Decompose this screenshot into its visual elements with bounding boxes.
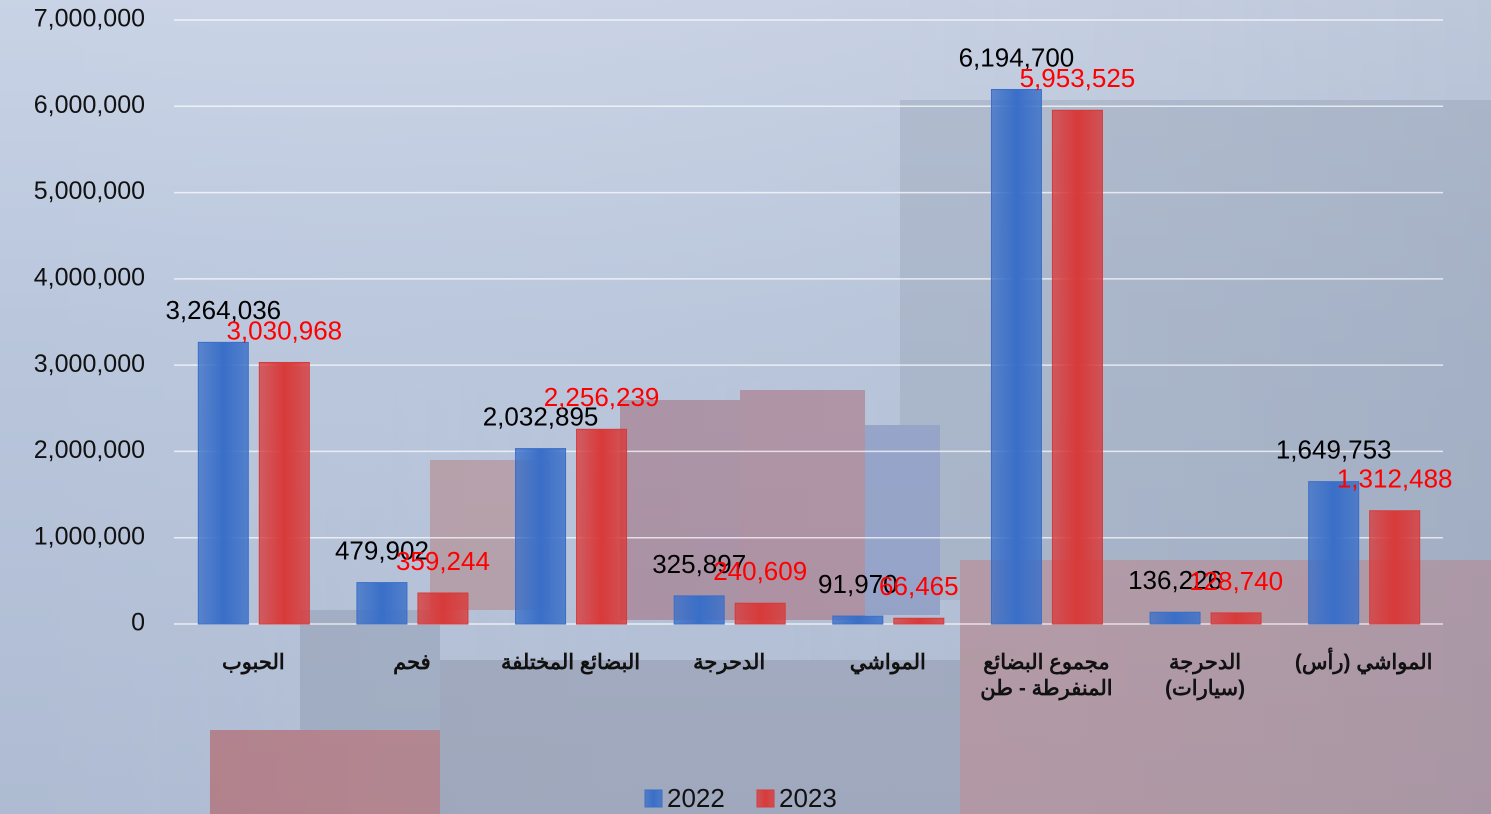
- bar: [258, 361, 310, 625]
- bar: [1308, 481, 1360, 625]
- y-tick-label: 6,000,000: [34, 91, 145, 119]
- value-label: 240,609: [713, 556, 807, 586]
- bar: [197, 341, 249, 625]
- value-label: 359,244: [396, 546, 490, 576]
- x-tick-label: الدحرجة: [693, 651, 766, 674]
- bar: [1051, 109, 1103, 625]
- value-label: 66,465: [879, 571, 959, 601]
- y-tick-label: 0: [131, 609, 145, 637]
- value-label: 91,970: [818, 569, 898, 599]
- x-tick-label: مجموع البضائع المنفرطة - طن: [980, 651, 1113, 700]
- bar: [417, 592, 469, 625]
- legend-label: 2022: [667, 783, 725, 813]
- y-tick-label: 3,000,000: [34, 350, 145, 378]
- x-tick-label: المواشي: [849, 651, 926, 674]
- legend-swatch: [756, 789, 775, 808]
- bar: [734, 602, 786, 625]
- value-label: 3,264,036: [165, 295, 281, 325]
- bar: [1210, 612, 1262, 625]
- bar: [893, 617, 945, 625]
- legend-swatch: [644, 789, 663, 808]
- bar: [832, 615, 884, 625]
- value-label: 1,649,753: [1276, 435, 1392, 465]
- legend-label: 2023: [779, 783, 837, 813]
- value-label: 2,032,895: [483, 401, 599, 431]
- value-label: 479,902: [335, 535, 429, 565]
- bar: [576, 428, 628, 625]
- bar: [1149, 611, 1201, 625]
- x-tick-label: المواشي (رأس): [1294, 651, 1433, 674]
- value-label: 1,312,488: [1337, 464, 1453, 494]
- value-label: 325,897: [652, 549, 746, 579]
- bar: [356, 582, 408, 625]
- x-tick-label: فحم: [393, 651, 431, 674]
- value-label: 5,953,525: [1020, 63, 1136, 93]
- value-label: 136,226: [1128, 565, 1222, 595]
- bar: [673, 595, 725, 625]
- y-tick-label: 1,000,000: [34, 522, 145, 550]
- value-label: 6,194,700: [959, 42, 1075, 72]
- value-label: 3,030,968: [226, 315, 342, 345]
- value-label: 128,740: [1189, 566, 1283, 596]
- bar: [1369, 510, 1421, 625]
- x-tick-label: الحبوب: [221, 651, 285, 674]
- y-tick-label: 2,000,000: [34, 436, 145, 464]
- bar: [990, 88, 1042, 625]
- y-tick-label: 7,000,000: [34, 5, 145, 33]
- bar: [515, 448, 567, 625]
- y-tick-label: 5,000,000: [34, 177, 145, 205]
- value-label: 2,256,239: [544, 382, 660, 412]
- x-tick-label: الدحرجة (سيارات): [1165, 651, 1246, 700]
- x-tick-label: البضائع المختلفة: [500, 651, 641, 674]
- y-tick-label: 4,000,000: [34, 263, 145, 291]
